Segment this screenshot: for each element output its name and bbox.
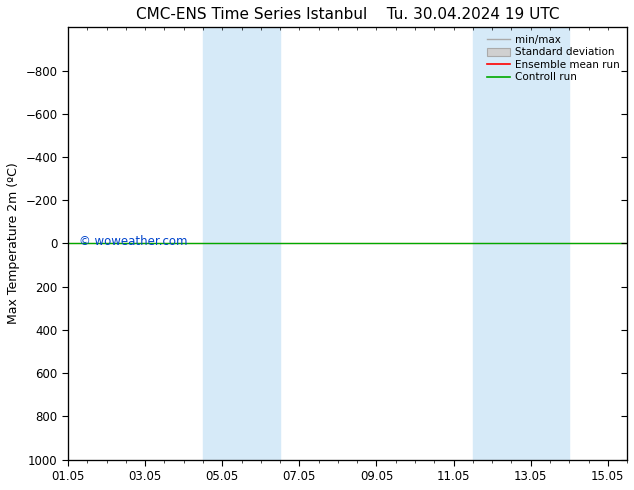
Text: © woweather.com: © woweather.com (79, 235, 188, 248)
Legend: min/max, Standard deviation, Ensemble mean run, Controll run: min/max, Standard deviation, Ensemble me… (485, 32, 622, 84)
Y-axis label: Max Temperature 2m (ºC): Max Temperature 2m (ºC) (7, 163, 20, 324)
Bar (473, 27, 569, 460)
Bar (203, 27, 280, 460)
Title: CMC-ENS Time Series Istanbul    Tu. 30.04.2024 19 UTC: CMC-ENS Time Series Istanbul Tu. 30.04.2… (136, 7, 559, 22)
